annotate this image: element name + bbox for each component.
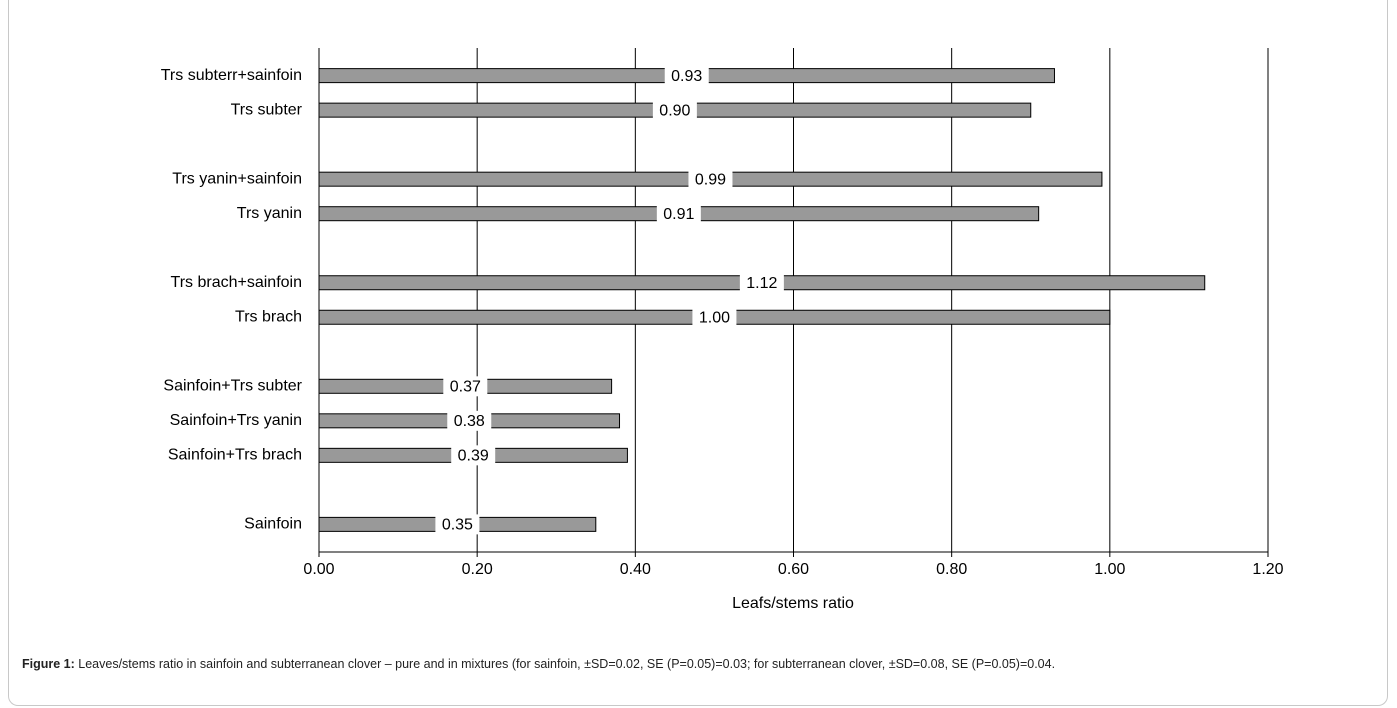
y-tick-label: Trs brach+sainfoin <box>171 274 302 291</box>
value-label: 0.91 <box>663 206 694 223</box>
value-label-bg <box>443 376 488 397</box>
x-tick-label: 0.80 <box>936 561 967 578</box>
value-label: 0.39 <box>458 448 489 465</box>
value-label-bg <box>656 203 701 224</box>
value-label-bg <box>451 445 496 466</box>
frame <box>8 0 1388 706</box>
y-tick-label: Sainfoin <box>244 516 302 533</box>
caption-label: Figure 1: <box>22 657 75 671</box>
chart: Leafs/stems ratio 0.00 0.20 0.40 0.60 0.80 1.… <box>161 48 1284 612</box>
value-label: 0.99 <box>695 171 726 188</box>
value-label-bg <box>447 410 492 431</box>
y-tick-label: Trs yanin+sainfoin <box>172 170 302 187</box>
value-label: 0.37 <box>450 379 481 396</box>
value-label: 0.35 <box>442 517 473 534</box>
caption-text: Leaves/stems ratio in sainfoin and subte… <box>78 657 1056 671</box>
value-label-bg <box>652 100 697 121</box>
x-tick-label: 0.20 <box>462 561 493 578</box>
y-tick-label: Sainfoin+Trs brach <box>168 447 302 464</box>
value-label-bg <box>664 65 709 86</box>
y-tick-label: Trs subter <box>231 101 303 118</box>
value-label-bg <box>692 307 737 328</box>
value-label: 0.93 <box>671 68 702 85</box>
x-tick-label: 0.40 <box>620 561 651 578</box>
y-tick-label: Trs brach <box>235 308 302 325</box>
x-tick-label: 0.60 <box>778 561 809 578</box>
value-label: 1.00 <box>699 309 730 326</box>
y-tick-label: Trs yanin <box>237 205 302 222</box>
caption: Figure 1: Leaves/stems ratio in sainfoin… <box>22 656 1362 673</box>
value-label-bg <box>435 514 480 535</box>
y-tick-label: Trs subterr+sainfoin <box>161 67 302 84</box>
value-label-bg <box>688 169 733 190</box>
y-tick-label: Sainfoin+Trs subter <box>163 378 302 395</box>
x-tick-label: 0.00 <box>303 561 334 578</box>
value-label: 0.38 <box>454 413 485 430</box>
x-tick-label: 1.00 <box>1094 561 1125 578</box>
x-tick-label: 1.20 <box>1252 561 1283 578</box>
x-axis-title: Leafs/stems ratio <box>732 595 854 612</box>
value-label: 0.90 <box>659 102 690 119</box>
y-tick-label: Sainfoin+Trs yanin <box>170 412 302 429</box>
value-label-bg <box>739 272 784 293</box>
value-label: 1.12 <box>746 275 777 292</box>
